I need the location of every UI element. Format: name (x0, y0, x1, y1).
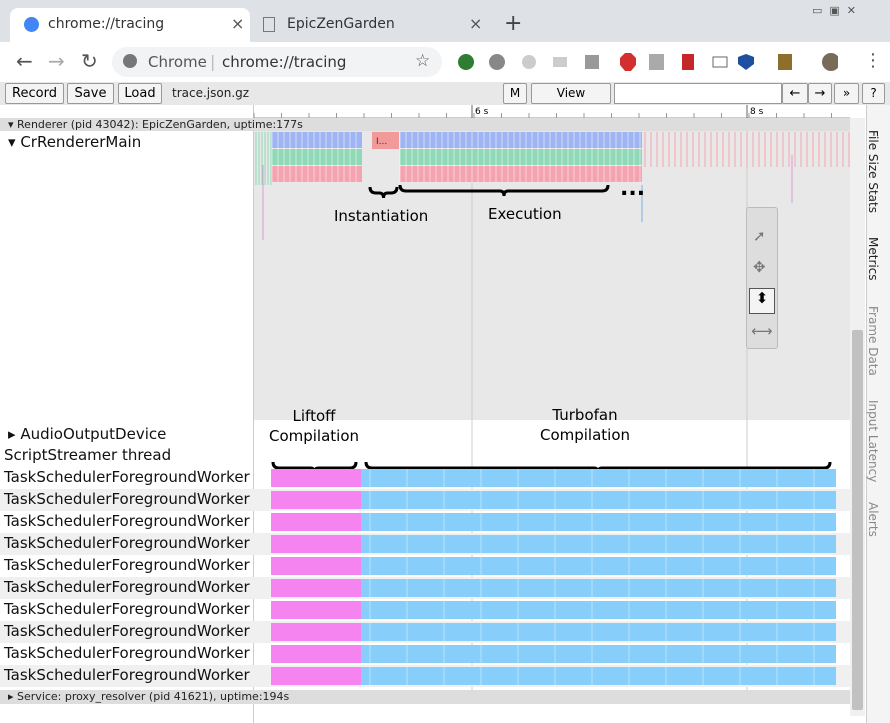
side-tab[interactable]: Alerts (866, 502, 880, 537)
turbofan-slice (361, 623, 836, 641)
turbofan-slice (361, 491, 836, 509)
menu[interactable]: ⋮ (864, 50, 882, 71)
view-options[interactable]: View Options (531, 83, 611, 104)
thread-label: TaskSchedulerForegroundWorker (4, 556, 250, 574)
load-button[interactable]: Load (118, 83, 162, 104)
omnibox-site: Chrome (148, 53, 207, 71)
annotation: Instantiation (334, 207, 428, 225)
thread-label: TaskSchedulerForegroundWorker (4, 644, 250, 662)
pan-tool[interactable]: ✥ (753, 258, 766, 276)
omnibox-url: chrome://tracing (222, 53, 346, 71)
tab-icon (24, 17, 39, 32)
tab-close[interactable]: × (469, 14, 482, 33)
reload[interactable]: ↻ (81, 49, 98, 73)
new-tab[interactable]: + (504, 11, 522, 36)
slice (272, 132, 362, 148)
extensions[interactable] (458, 53, 788, 71)
footer-name: Service: proxy_resolver (pid 41621), upt… (17, 690, 289, 703)
liftoff-slice (271, 513, 361, 531)
more-button[interactable]: » (834, 83, 859, 104)
thread-label: TaskSchedulerForegroundWorker (4, 666, 250, 684)
thread-name: CrRendererMain (20, 133, 141, 151)
timing-tool[interactable]: ⟷ (751, 322, 773, 340)
turbofan-slice (361, 601, 836, 619)
window-controls[interactable]: ▭ ▣ ✕ (812, 4, 884, 20)
site-icon (123, 54, 137, 68)
tab-title[interactable]: EpicZenGarden (287, 16, 395, 32)
select-tool[interactable]: ➚ (753, 227, 766, 245)
liftoff-slice (271, 623, 361, 641)
thread-label: TaskSchedulerForegroundWorker (4, 622, 250, 640)
turbofan-slice (361, 557, 836, 575)
turbofan-slice (361, 513, 836, 531)
tab-icon (263, 17, 275, 32)
back[interactable]: ← (16, 49, 33, 73)
help-button[interactable]: ? (862, 83, 885, 104)
thread-label: TaskSchedulerForegroundWorker (4, 600, 250, 618)
liftoff-slice (271, 579, 361, 597)
liftoff-slice (271, 601, 361, 619)
thread-label: ScriptStreamer thread (4, 446, 171, 464)
process-name: Renderer (pid 43042): EpicZenGarden, upt… (17, 118, 303, 131)
slice (272, 149, 362, 165)
liftoff-slice (271, 667, 361, 685)
turbofan-slice (361, 579, 836, 597)
tool-palette: ➚ ✥ ⬍ ⟷ (746, 207, 778, 349)
liftoff-slice (271, 469, 361, 487)
thread-label[interactable]: ▾ CrRendererMain (8, 133, 141, 151)
slice (272, 166, 362, 182)
side-tab[interactable]: Input Latency (866, 400, 880, 482)
annotation: Turbofan Compilation (530, 405, 640, 445)
ruler-label: 8 s (750, 107, 764, 117)
liftoff-slice (271, 535, 361, 553)
zoom-tool[interactable]: ⬍ (749, 288, 775, 314)
forward[interactable]: → (48, 49, 65, 73)
prev-button[interactable]: ← (782, 83, 808, 104)
tab-close[interactable]: × (231, 14, 244, 33)
liftoff-slice (271, 645, 361, 663)
side-tab[interactable]: File Size Stats (866, 130, 880, 213)
thread-label: TaskSchedulerForegroundWorker (4, 534, 250, 552)
search-box[interactable] (614, 83, 782, 104)
liftoff-slice (271, 557, 361, 575)
ruler-label: 6 s (475, 107, 489, 117)
process-header[interactable]: ▾ Renderer (pid 43042): EpicZenGarden, u… (8, 118, 303, 131)
record-button[interactable]: Record (5, 83, 64, 104)
liftoff-slice (271, 491, 361, 509)
next-button[interactable]: → (808, 83, 832, 104)
turbofan-slice (361, 667, 836, 685)
annotation: Execution (488, 205, 562, 223)
turbofan-slice (361, 645, 836, 663)
bookmark-star[interactable]: ☆ (415, 51, 430, 71)
annotation: Liftoff Compilation (262, 406, 366, 446)
footer-process[interactable]: ▸ Service: proxy_resolver (pid 41621), u… (8, 690, 289, 703)
thread-label: TaskSchedulerForegroundWorker (4, 490, 250, 508)
annotation: ... (620, 176, 645, 201)
thread-label: TaskSchedulerForegroundWorker (4, 468, 250, 486)
file-name: trace.json.gz (172, 86, 249, 100)
slice-label: I... (376, 137, 387, 147)
m-button[interactable]: M (503, 83, 527, 104)
thread-label: TaskSchedulerForegroundWorker (4, 578, 250, 596)
save-button[interactable]: Save (67, 83, 114, 104)
thread-label: TaskSchedulerForegroundWorker (4, 512, 250, 530)
turbofan-slice (361, 469, 836, 487)
scroll-thumb[interactable] (852, 330, 863, 710)
thread-name: AudioOutputDevice (20, 425, 166, 443)
turbofan-slice (361, 535, 836, 553)
thread-label[interactable]: ▸ AudioOutputDevice (8, 425, 166, 443)
side-tab[interactable]: Metrics (866, 237, 880, 281)
extension-icons (458, 53, 838, 71)
separator: | (210, 52, 215, 71)
tab-title[interactable]: chrome://tracing (48, 16, 164, 32)
side-tab[interactable]: Frame Data (866, 306, 880, 376)
